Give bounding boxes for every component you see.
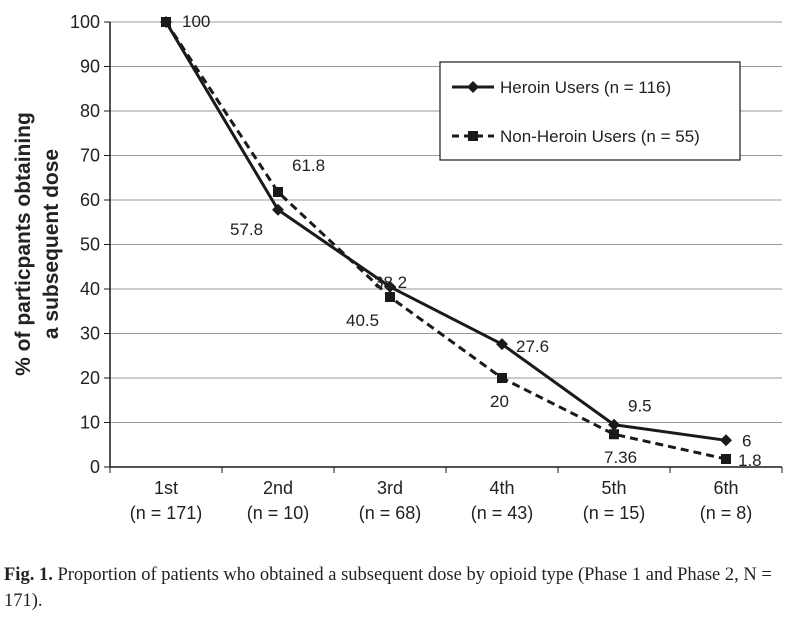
nonheroin-point-marker [161,17,171,27]
y-tick-label: 20 [80,368,100,388]
caption-text: Proportion of patients who obtained a su… [4,565,772,611]
y-axis-label-line1: % of particpants obtaining [12,112,35,376]
y-tick-label: 0 [90,457,100,477]
x-tick-label: 5th [601,478,626,498]
x-tick-n-label: (n = 68) [359,503,422,523]
heroin-point-marker [272,203,284,216]
nonheroin-point-marker [497,373,507,383]
heroin-point-marker [720,434,732,447]
caption-label: Fig. 1. [4,565,53,585]
nonheroin-point-marker [273,186,283,197]
y-tick-label: 70 [80,146,100,166]
legend-nonheroin-marker [468,131,478,141]
data-labels: 100 57.8 40.5 27.6 9.5 6 61.8 38.2 20 7.36 1.8 [182,12,762,470]
y-tick-label: 10 [80,413,100,433]
legend-heroin-marker [467,81,479,93]
y-tick-label: 30 [80,324,100,344]
heroin-data-label: 100 [182,12,210,31]
y-tick-label: 100 [70,12,100,32]
x-tick-n-label: (n = 171) [130,503,203,523]
y-tick-label: 50 [80,235,100,255]
nonheroin-data-label: 61.8 [292,156,325,175]
x-tick-n-label: (n = 15) [583,503,646,523]
x-tick-label: 3rd [377,478,403,498]
legend-nonheroin-label: Non-Heroin Users (n = 55) [500,127,700,146]
x-tick-n-label: (n = 8) [700,503,753,523]
x-tick-label: 1st [154,478,178,498]
nonheroin-point-marker [609,429,619,440]
y-axis-ticks: 0 10 20 30 40 50 60 70 80 90 100 [70,12,110,477]
x-axis-ticks: 1st (n = 171) 2nd (n = 10) 3rd (n = 68) 4th (n … [109,467,783,523]
line-chart: 0 10 20 30 40 50 60 70 80 90 100 1st (n = 171) 2nd (n… [12,12,783,523]
legend-heroin-label: Heroin Users (n = 116) [500,78,671,97]
nonheroin-point-marker [721,453,731,464]
x-tick-n-label: (n = 43) [471,503,534,523]
heroin-point-marker [608,418,620,431]
y-axis-label-line2: a subsequent dose [40,149,63,339]
heroin-data-label: 27.6 [516,337,549,356]
heroin-point-marker [384,280,396,293]
nonheroin-data-label: 20 [490,392,509,411]
heroin-data-label: 9.5 [628,397,652,416]
heroin-data-label: 6 [742,431,751,450]
nonheroin-point-marker [385,292,395,303]
x-tick-n-label: (n = 10) [247,503,310,523]
x-tick-label: 6th [713,478,738,498]
series-heroin-line [164,21,727,442]
series-layer [160,16,732,464]
series-nonheroin-line [164,21,727,461]
y-tick-label: 80 [80,101,100,121]
y-tick-label: 40 [80,279,100,299]
figure-caption: Fig. 1. Proportion of patients who obtai… [4,562,788,614]
legend-box [439,61,741,161]
legend: Heroin Users (n = 116) Non-Heroin Users … [439,61,741,161]
heroin-data-label: 40.5 [346,311,379,330]
nonheroin-data-label: 38.2 [374,273,407,292]
y-tick-label: 90 [80,57,100,77]
x-tick-label: 4th [489,478,514,498]
heroin-point-marker [496,338,508,351]
heroin-data-label: 57.8 [230,220,263,239]
nonheroin-data-label: 7.36 [604,448,637,467]
x-tick-label: 2nd [263,478,293,498]
nonheroin-data-label: 1.8 [738,451,762,470]
y-tick-label: 60 [80,190,100,210]
